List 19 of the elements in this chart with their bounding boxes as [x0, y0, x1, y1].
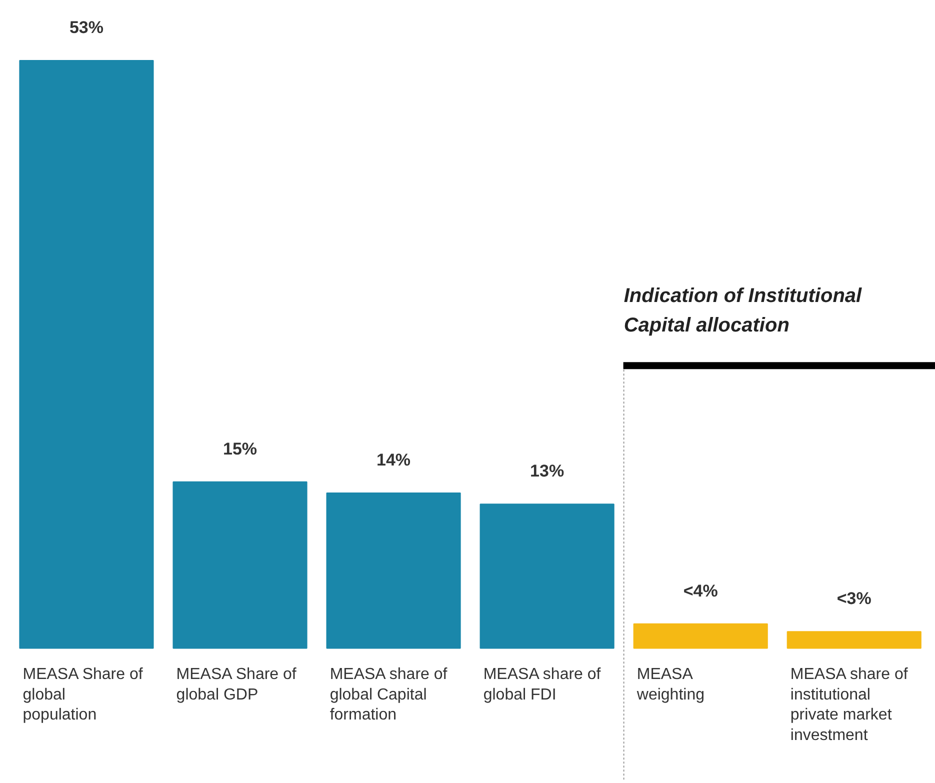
annotation: Indication of Institutional Capital allocation: [624, 285, 862, 337]
data-label: 15%: [222, 439, 258, 458]
bar: [326, 492, 461, 649]
data-label: 53%: [69, 18, 104, 37]
x-tick-label: MEASA share of global Capital formation: [330, 666, 448, 724]
data-label: <4%: [683, 581, 718, 600]
x-tick-label: MEASA Share of global GDP: [176, 666, 297, 704]
bar: [19, 60, 154, 649]
bar: [786, 631, 922, 649]
bar: [480, 504, 614, 649]
x-tick-label: MEASA share of global FDI: [483, 666, 602, 704]
x-tick-label: MEASA weighting: [636, 666, 704, 704]
data-label: <3%: [836, 589, 872, 608]
bar: [633, 623, 768, 649]
data-label: 13%: [530, 462, 564, 481]
bar: [172, 481, 308, 649]
data-label: 14%: [376, 450, 411, 470]
x-tick-label: MEASA share of institutional private market investment: [790, 666, 908, 744]
x-tick-label: MEASA Share of global population: [22, 666, 144, 724]
